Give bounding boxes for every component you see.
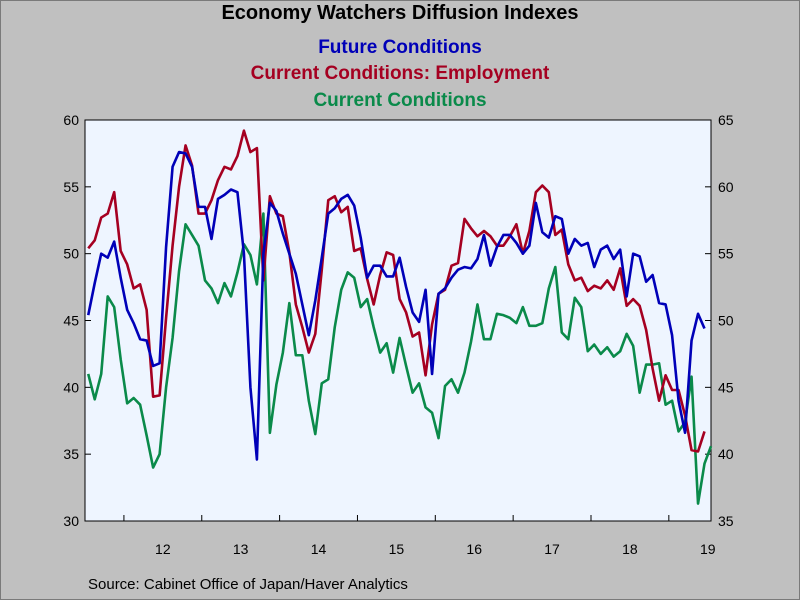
source-note: Source: Cabinet Office of Japan/Haver An…	[88, 576, 408, 593]
left-tick-label: 35	[63, 446, 79, 462]
right-tick-label: 65	[718, 112, 734, 128]
x-tick-label: 17	[544, 541, 560, 557]
legend-future-conditions: Future Conditions	[318, 37, 482, 58]
left-tick-label: 40	[63, 379, 79, 395]
legend-employment: Current Conditions: Employment	[250, 63, 550, 84]
right-tick-label: 50	[718, 313, 734, 329]
left-tick-label: 50	[63, 246, 79, 262]
right-tick-label: 60	[718, 179, 734, 195]
left-tick-label: 45	[63, 313, 79, 329]
right-tick-label: 35	[718, 513, 734, 529]
left-tick-label: 60	[63, 112, 79, 128]
x-tick-label: 14	[311, 541, 327, 557]
right-tick-label: 40	[718, 446, 734, 462]
right-tick-label: 55	[718, 246, 734, 262]
x-tick-label: 19	[700, 541, 716, 557]
series-line-future-conditions	[86, 150, 706, 461]
left-tick-label: 30	[63, 513, 79, 529]
right-tick-label: 45	[718, 379, 734, 395]
chart-title: Economy Watchers Diffusion Indexes	[221, 2, 579, 24]
left-tick-label: 55	[63, 179, 79, 195]
legend-current-conditions: Current Conditions	[313, 90, 487, 111]
x-tick-label: 13	[233, 541, 249, 557]
x-tick-label: 12	[155, 541, 171, 557]
x-tick-label: 15	[389, 541, 405, 557]
x-tick-label: 16	[466, 541, 482, 557]
x-tick-label: 18	[622, 541, 638, 557]
axes: 30 35 40 45 50 55 60 35 40 45 50 55 60 65 12 13 14 15 16 17…	[63, 112, 733, 557]
series-lines	[86, 129, 713, 505]
series-line-current-conditions	[86, 212, 713, 505]
